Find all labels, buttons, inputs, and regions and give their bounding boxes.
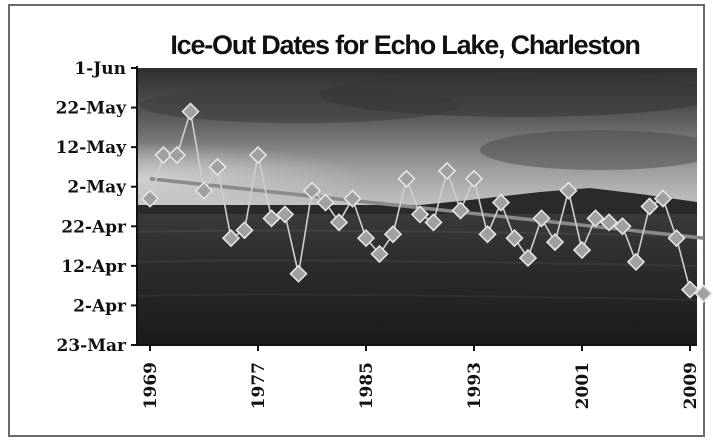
data-point-1986 [370,244,389,264]
data-point-2003 [599,213,619,232]
data-series [140,102,713,303]
data-point-1971 [167,145,187,165]
data-point-2004 [613,217,632,236]
data-point-2009 [680,280,700,299]
y-tick-label: 22-Apr [61,217,127,237]
data-point-2001 [572,240,592,260]
data-point-1987 [383,225,403,244]
data-point-2000 [559,181,578,200]
y-tick-label: 2-Apr [73,296,127,316]
x-tick-label: 1977 [249,362,269,409]
data-point-1999 [545,232,565,252]
y-axis-ticks: 1-Jun 22-May 12-May 2-May 22-Apr 12-Apr 2-Apr 2… [56,59,137,356]
data-point-2002 [586,209,605,228]
data-point-1988 [397,169,416,188]
data-point-2007 [653,189,673,208]
data-point-1997 [518,248,538,268]
data-point-2005 [626,252,646,272]
lake-photo-background [137,68,697,345]
x-tick-label: 2009 [681,362,701,409]
data-point-1975 [221,229,241,248]
data-point-1978 [262,209,281,228]
data-point-1995 [491,193,511,212]
data-point-1970 [154,145,173,165]
data-point-1980 [289,264,308,283]
x-tick-label: 1993 [465,362,485,409]
data-point-1981 [302,181,322,200]
data-point-1974 [208,157,227,177]
y-tick-label: 22-May [56,99,128,119]
data-point-2006 [640,197,659,216]
x-tick-label: 1985 [357,362,377,409]
data-point-1994 [478,225,497,244]
data-point-1991 [437,161,457,181]
data-point-1985 [356,229,376,248]
y-tick-label: 12-May [56,138,128,158]
data-point-1972 [181,102,200,121]
data-point-1969 [140,189,160,208]
y-tick-label: 12-Apr [61,257,127,277]
y-tick-label: 23-Mar [56,336,127,356]
data-point-2008 [667,229,686,248]
data-point-1992 [451,201,470,220]
data-point-1983 [329,213,349,232]
x-tick-label: 2001 [573,362,593,409]
data-point-1996 [505,229,524,248]
data-point-1976 [235,221,254,240]
data-point-1973 [194,181,214,200]
x-axis-ticks: 1969 1977 1985 1993 2001 2009 [141,345,701,409]
data-point-1990 [424,213,443,232]
data-point-1993 [464,169,484,188]
data-point-1982 [316,193,335,212]
y-tick-label: 2-May [67,178,127,198]
data-point-1977 [248,145,268,165]
x-tick-label: 1969 [141,362,161,409]
y-tick-label: 1-Jun [74,59,126,79]
chart-title: Ice-Out Dates for Echo Lake, Charleston [170,30,641,60]
data-point-1989 [410,205,430,224]
data-point-2010 [694,284,713,303]
data-point-1979 [275,205,295,224]
data-point-1984 [343,189,362,208]
data-point-1998 [532,209,551,228]
